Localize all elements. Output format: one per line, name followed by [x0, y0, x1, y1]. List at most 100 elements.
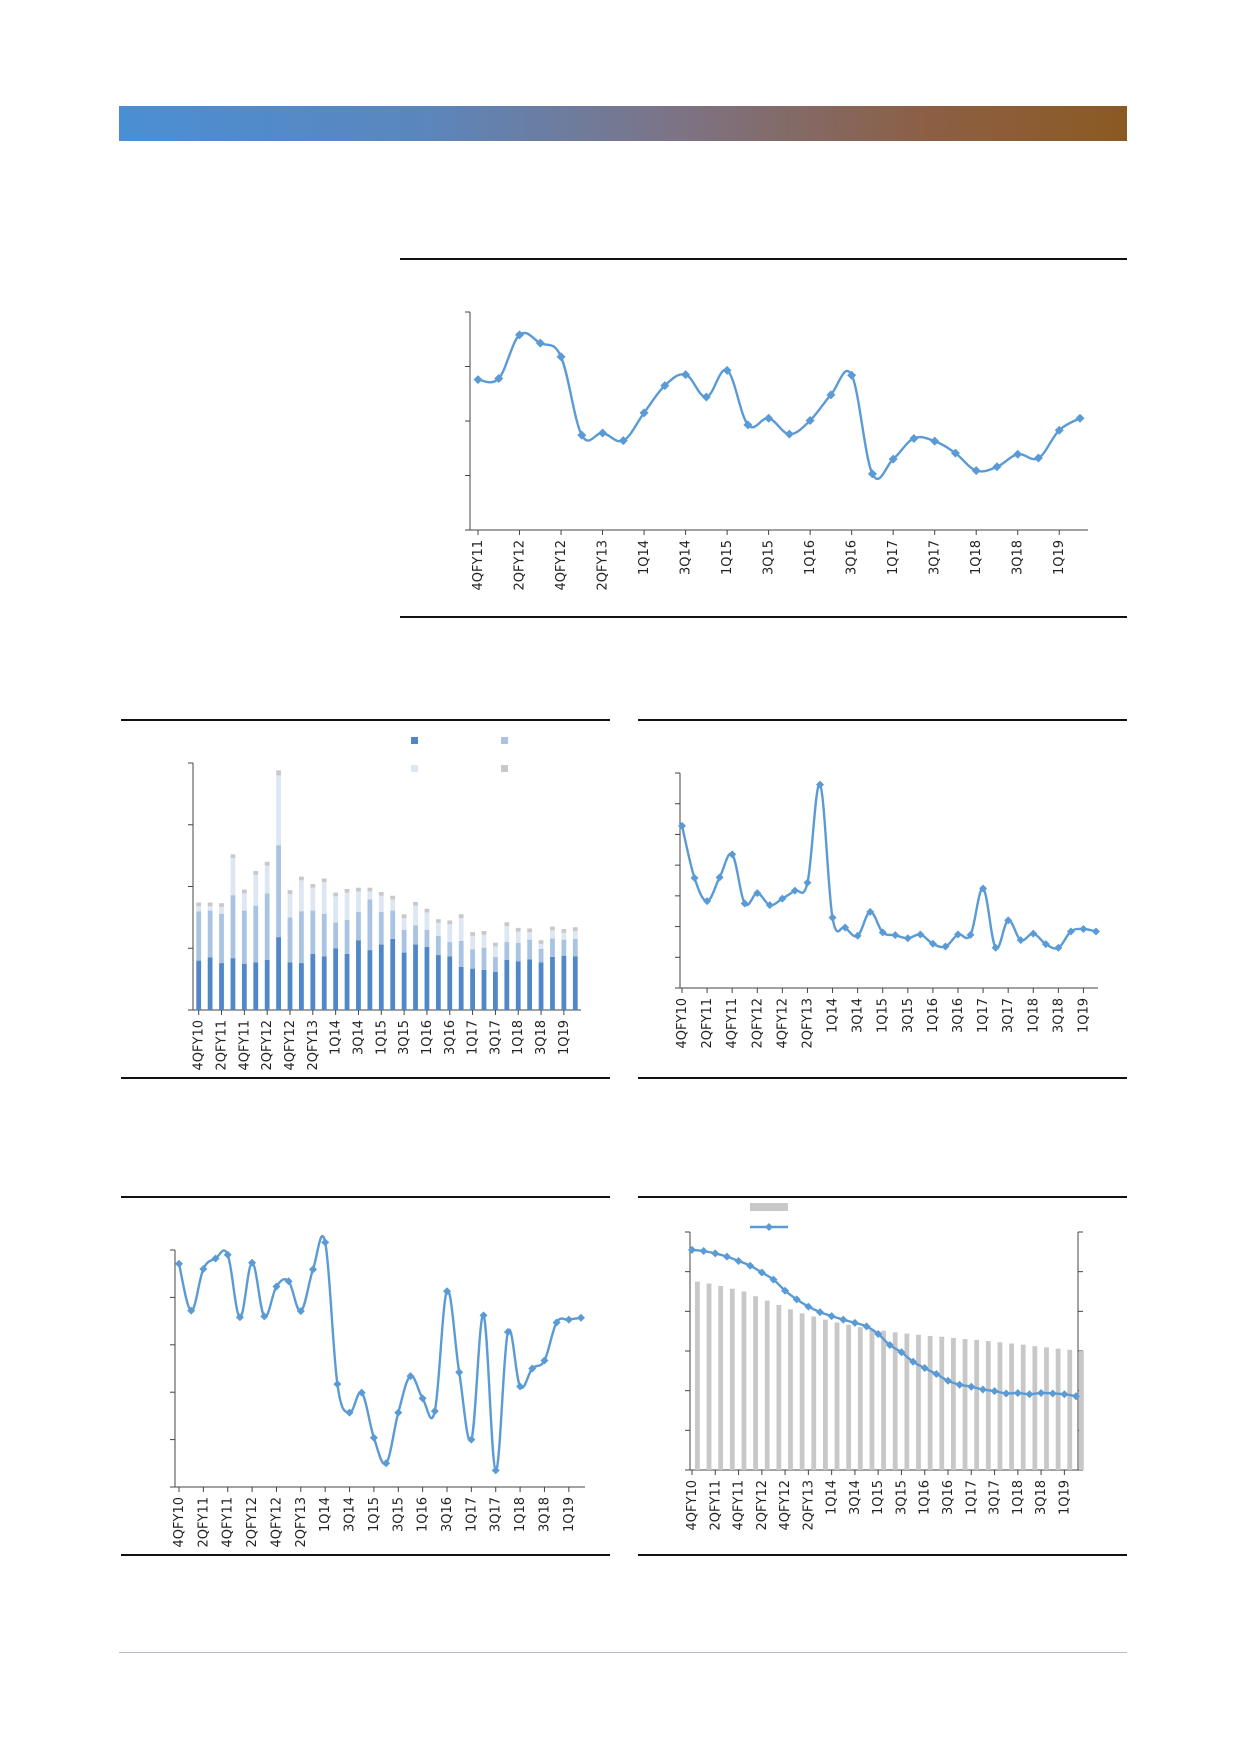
chart2-bar-s2	[356, 891, 361, 912]
chart3-top-rule	[638, 719, 1127, 721]
chart1-point	[826, 390, 836, 400]
chart2-bar-s3	[401, 914, 407, 918]
chart2-bar-s2	[561, 932, 567, 940]
chart2-bar-s1	[310, 910, 316, 954]
chart2-bar-s3	[230, 854, 236, 859]
chart4-x-tick-label: 4QFY10	[172, 1497, 187, 1547]
chart5-point	[699, 1247, 708, 1256]
chart5-series-line	[691, 1248, 1077, 1398]
chart3-point	[690, 874, 699, 883]
chart2-bar-s2	[344, 892, 350, 920]
chart5-point	[1013, 1389, 1022, 1398]
chart5-point	[757, 1268, 766, 1277]
chart3-series-line	[680, 783, 1097, 950]
chart2-legend-swatch	[411, 737, 418, 744]
chart4-point	[552, 1318, 561, 1327]
chart2-bar-s1	[470, 949, 475, 969]
chart4-x-tick-label: 4QFY12	[269, 1497, 284, 1547]
chart5-legend-bar-swatch	[750, 1203, 788, 1211]
chart5-svg: 4QFY10 2QFY11 4QFY11 2QFY12 4QFY12 2QFY13 1Q14…	[685, 1203, 1084, 1530]
chart2-bar-s0	[572, 956, 578, 1010]
chart2-bar-s3	[344, 888, 350, 893]
chart4-point	[175, 1259, 183, 1268]
chart2-bar-s0	[367, 950, 373, 1010]
chart3-x-tick-label: 3Q15	[901, 998, 916, 1033]
chart4-point	[503, 1328, 512, 1337]
chart3-x-tick-label: 2QFY12	[750, 998, 765, 1048]
chart1-panel: 4QFY11 2QFY12 4QFY12 2QFY13 1Q14 3Q14 1Q15 3Q15…	[400, 262, 1127, 612]
chart5-bar	[811, 1316, 817, 1470]
chart5-bar	[1009, 1343, 1014, 1470]
chart2-bar-s2	[470, 935, 475, 950]
chart2-bar-s3	[572, 927, 578, 931]
chart5-x-tick-label: 2QFY12	[755, 1480, 770, 1530]
chart2-bar-s2	[264, 865, 270, 894]
chart4-x-tick-label: 3Q15	[391, 1497, 406, 1532]
chart3-point	[1029, 929, 1038, 938]
chart2-svg: 4QFY10 2QFY11 4QFY11 2QFY12 4QFY12 2QFY13 1Q14…	[188, 737, 581, 1070]
chart1-point	[805, 415, 815, 425]
chart2-bar-s3	[470, 932, 475, 936]
chart5-point	[1060, 1390, 1069, 1399]
chart2-bar-s2	[401, 917, 407, 930]
chart3-point	[765, 901, 774, 910]
chart2-x-tick-label: 3Q16	[443, 1020, 458, 1055]
chart2-bar-s1	[458, 940, 464, 967]
chart1-point	[930, 436, 940, 446]
chart2-bar-s1	[538, 948, 544, 963]
chart3-svg: 4QFY10 2QFY11 4QFY11 2QFY12 4QFY12 2QFY13 1Q14…	[675, 772, 1100, 1048]
chart2-x-tick-label: 1Q18	[511, 1020, 526, 1055]
chart5-point	[932, 1370, 941, 1379]
chart3-point	[790, 886, 799, 895]
chart2-bar-s0	[515, 961, 521, 1010]
chart4-panel: 4QFY10 2QFY11 4QFY11 2QFY12 4QFY12 2QFY13 1Q14…	[121, 1200, 610, 1552]
chart1-point	[618, 436, 628, 446]
chart2-bar-s3	[333, 892, 339, 897]
chart2-bar-s2	[321, 882, 327, 914]
chart5-x-tick-label: 1Q15	[871, 1480, 886, 1515]
chart2-bar-s0	[550, 956, 555, 1010]
chart5-x-tick-label: 1Q16	[918, 1480, 933, 1515]
chart3-point	[916, 930, 925, 939]
chart2-x-tick-label: 3Q17	[488, 1020, 503, 1055]
chart1-point	[577, 430, 587, 440]
chart5-bar	[788, 1309, 793, 1470]
chart4-x-tick-label: 2QFY11	[196, 1497, 211, 1547]
chart2-bar-s3	[550, 926, 555, 931]
chart3-point	[1004, 916, 1013, 925]
chart3-point	[891, 931, 900, 940]
chart2-bar-s1	[424, 929, 430, 948]
chart2-bar-s3	[435, 919, 441, 923]
chart2-bar-s0	[356, 940, 361, 1010]
chart1-point	[992, 462, 1002, 472]
chart5-bar	[1032, 1346, 1038, 1470]
chart5-bar	[823, 1319, 828, 1470]
chart4-x-tick-label: 1Q16	[416, 1497, 431, 1532]
chart2-bar-s0	[287, 962, 293, 1010]
chart1-bottom-rule	[400, 616, 1127, 618]
chart2-x-tick-label: 3Q14	[351, 1020, 366, 1055]
chart2-bar-s2	[504, 926, 510, 943]
chart5-point	[827, 1312, 836, 1321]
chart5-point	[1002, 1389, 1011, 1398]
chart1-point	[784, 429, 794, 439]
chart1-x-tick-label: 1Q14	[637, 540, 652, 575]
chart2-bar-s0	[310, 953, 316, 1010]
chart1-point	[660, 381, 670, 391]
chart2-bar-s3	[413, 901, 418, 906]
chart2-bar-s3	[538, 940, 544, 944]
chart5-x-tick-label: 4QFY10	[685, 1480, 700, 1530]
chart2-bar-s1	[276, 845, 281, 938]
chart2-bar-s1	[356, 911, 361, 941]
chart5-x-tick-label: 1Q19	[1057, 1480, 1072, 1515]
chart1-point	[847, 370, 857, 380]
chart2-bar-s0	[196, 960, 202, 1010]
chart5-legend-line-marker	[765, 1223, 773, 1231]
chart3-point	[903, 934, 912, 943]
chart3-point	[715, 873, 724, 882]
chart1-point	[1013, 449, 1023, 459]
chart4-x-tick-label: 2QFY13	[294, 1497, 309, 1547]
chart2-panel: 4QFY10 2QFY11 4QFY11 2QFY12 4QFY12 2QFY13 1Q14…	[121, 723, 610, 1075]
chart2-x-tick-label: 1Q14	[329, 1020, 344, 1055]
chart2-bar-s2	[390, 899, 396, 911]
